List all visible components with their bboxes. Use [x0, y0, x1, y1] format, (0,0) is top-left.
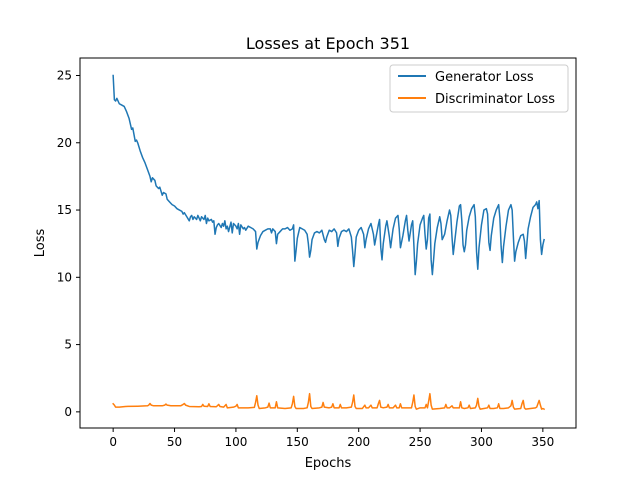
y-axis-label: Loss	[33, 229, 48, 258]
chart-title: Losses at Epoch 351	[246, 34, 410, 53]
y-tick-label: 15	[57, 203, 72, 217]
y-axis: 0 5 10 15 20 25	[57, 68, 80, 419]
legend-label-discriminator: Discriminator Loss	[435, 92, 555, 107]
x-tick-label: 200	[347, 435, 370, 449]
y-tick-label: 20	[57, 136, 72, 150]
plot-frame	[79, 57, 577, 429]
x-tick-label: 300	[470, 435, 493, 449]
plot-series-group	[112, 74, 546, 411]
x-tick-label: 50	[167, 435, 182, 449]
legend: Generator Loss Discriminator Loss	[389, 64, 569, 113]
y-tick-label: 25	[57, 68, 72, 82]
legend-label-generator: Generator Loss	[435, 70, 534, 85]
y-tick-label: 0	[64, 405, 72, 419]
series-line-generator	[112, 74, 545, 276]
legend-box	[389, 64, 569, 113]
y-tick-label: 10	[57, 270, 72, 284]
x-axis-label: Epochs	[305, 456, 352, 471]
x-tick-label: 250	[409, 435, 432, 449]
x-tick-label: 350	[531, 435, 554, 449]
series-line-discriminator	[112, 392, 546, 411]
y-tick-label: 5	[64, 338, 72, 352]
x-tick-label: 0	[109, 435, 117, 449]
x-tick-label: 100	[224, 435, 247, 449]
x-tick-label: 150	[286, 435, 309, 449]
x-axis: 0 50 100 150 200 250 300 350	[109, 428, 554, 449]
